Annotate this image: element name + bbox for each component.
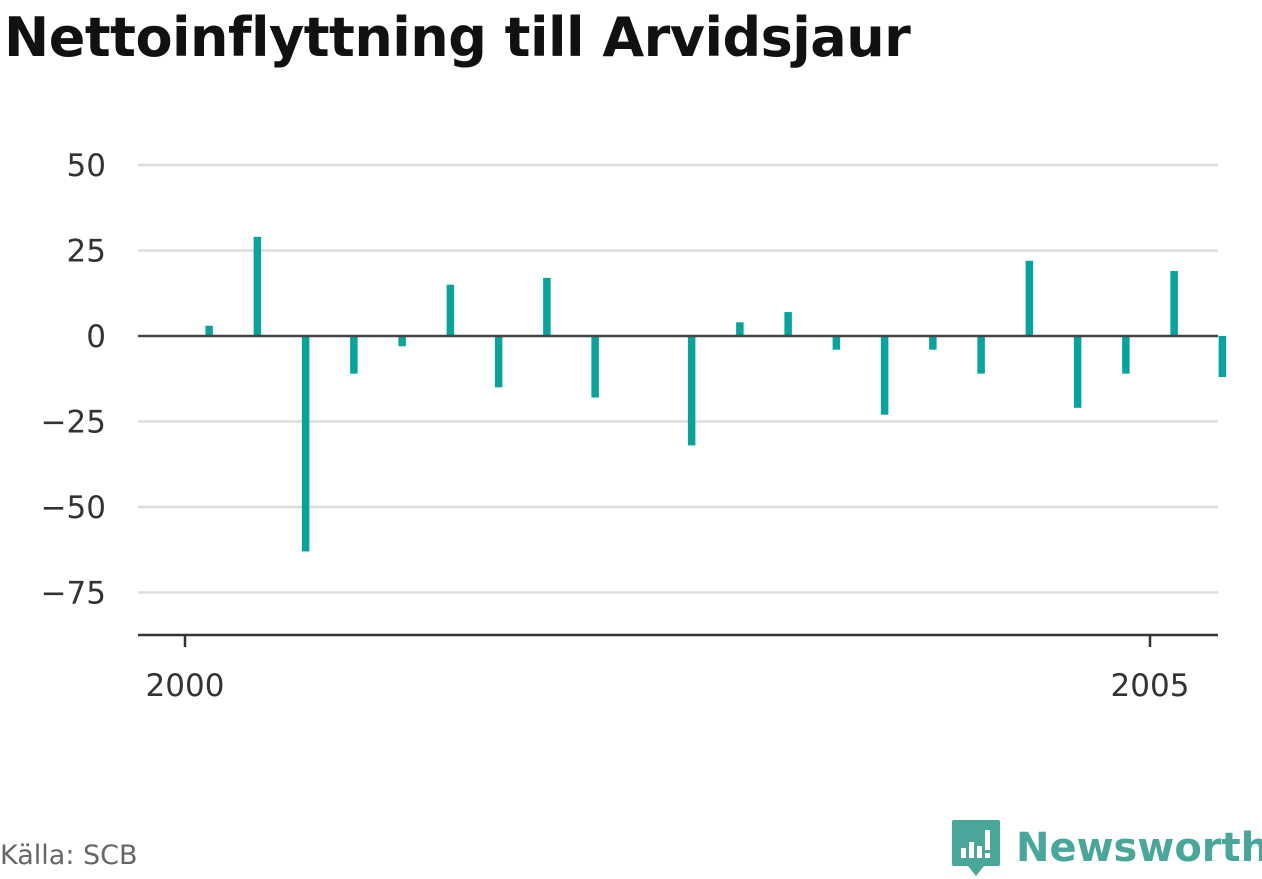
bars xyxy=(205,236,1227,552)
y-tick-label: −75 xyxy=(41,576,106,612)
y-tick-label: −25 xyxy=(41,405,106,441)
newsworthy-logo: Newsworthy xyxy=(950,818,1262,878)
bar xyxy=(350,336,358,374)
y-tick-label: 50 xyxy=(67,148,106,184)
bar xyxy=(1025,260,1034,336)
brand-name: Newsworthy xyxy=(1016,825,1262,871)
bar xyxy=(736,322,744,336)
bar xyxy=(1170,271,1178,336)
bar xyxy=(398,336,406,347)
y-tick-label: 0 xyxy=(86,319,106,355)
bar xyxy=(1122,336,1130,374)
bar xyxy=(301,336,310,552)
bar xyxy=(784,312,792,336)
bar xyxy=(929,336,937,350)
x-tick-label: 2005 xyxy=(1111,668,1190,704)
bar xyxy=(687,336,696,446)
bar xyxy=(832,336,841,350)
bar xyxy=(591,336,599,398)
bar xyxy=(977,336,985,374)
bar xyxy=(1073,336,1082,408)
bar xyxy=(543,277,551,336)
chart-title: Nettoinflyttning till Arvidsjaur xyxy=(4,6,911,69)
x-tick-label: 2000 xyxy=(146,668,225,704)
bar xyxy=(1218,336,1227,378)
bar xyxy=(880,336,889,415)
bar xyxy=(253,236,262,336)
y-tick-label: −50 xyxy=(41,490,106,526)
y-tick-label: 25 xyxy=(67,234,106,270)
bar xyxy=(446,284,455,336)
gridlines xyxy=(138,163,1218,594)
newsworthy-logo-icon xyxy=(952,820,1000,876)
source-note: Källa: SCB xyxy=(0,840,138,871)
bar xyxy=(205,325,213,336)
bar xyxy=(494,336,503,388)
